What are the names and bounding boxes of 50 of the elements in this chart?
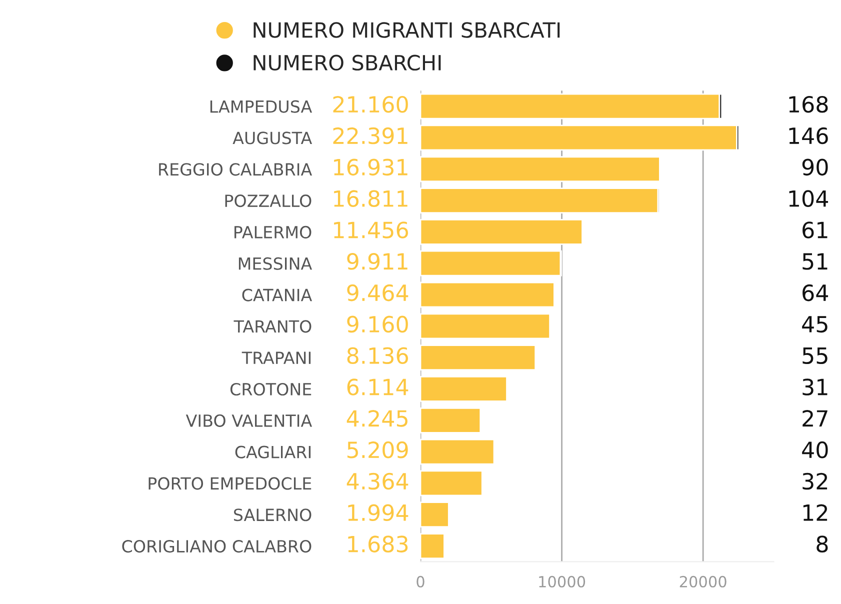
legend-label: NUMERO MIGRANTI SBARCATI <box>254 22 560 38</box>
data-label: 8.136 <box>347 347 408 364</box>
data-label: 6.114 <box>347 378 408 396</box>
y-tick-label: REGGIO CALABRIA <box>159 163 312 176</box>
y-tick-label: MESSINA <box>238 257 312 270</box>
x-tick-label: 20000 <box>680 576 726 588</box>
x-tick-label: 10000 <box>539 576 586 588</box>
data-label: 21.160 <box>333 96 408 113</box>
data-label: 16.931 <box>334 158 408 176</box>
y-tick-label: AUGUSTA <box>232 132 312 144</box>
data-label: 16.811 <box>334 190 408 207</box>
data-label: 32 <box>802 472 828 490</box>
data-label: 55 <box>802 348 828 364</box>
data-label: 9.911 <box>347 252 408 270</box>
data-label: 12 <box>803 504 828 521</box>
data-label: 61 <box>802 222 828 238</box>
y-tick-label: CAGLIARI <box>235 446 311 458</box>
data-label: 40 <box>802 441 828 458</box>
data-label: 9.160 <box>347 316 408 333</box>
y-tick-label: CROTONE <box>230 382 312 396</box>
data-label: 104 <box>789 190 828 207</box>
data-label: 45 <box>802 316 828 333</box>
y-tick-label: VIBO VALENTIA <box>186 414 312 427</box>
data-label: 64 <box>802 284 828 302</box>
data-label: 4.364 <box>346 472 408 490</box>
y-tick-label: LAMPEDUSA <box>210 100 312 113</box>
data-label: 1.683 <box>348 536 408 552</box>
data-label: 11.456 <box>334 222 408 238</box>
y-tick-label: PORTO EMPEDOCLE <box>148 477 312 490</box>
data-label: 90 <box>802 158 828 176</box>
y-tick-label: SALERNO <box>234 508 312 522</box>
data-label: 5.209 <box>347 441 408 458</box>
data-label: 4.245 <box>346 410 408 427</box>
data-label: 8 <box>816 536 828 552</box>
data-label: 51 <box>802 253 828 270</box>
data-label: 9.464 <box>347 284 408 302</box>
data-label: 1.994 <box>348 504 408 522</box>
data-label: 146 <box>789 127 828 144</box>
data-label: 168 <box>789 96 828 113</box>
y-tick-label: TRAPANI <box>242 352 311 364</box>
data-label: 27 <box>802 410 828 427</box>
y-tick-label: PALERMO <box>234 226 312 239</box>
data-label: 31 <box>802 378 828 396</box>
legend-label: NUMERO SBARCHI <box>254 54 441 71</box>
y-tick-label: POZZALLO <box>225 194 312 208</box>
y-tick-label: CATANIA <box>242 288 312 302</box>
x-tick-label: 0 <box>416 576 424 588</box>
data-label: 22.391 <box>333 127 408 144</box>
y-tick-label: TARANTO <box>234 320 312 333</box>
y-tick-label: CORIGLIANO CALABRO <box>122 540 312 553</box>
